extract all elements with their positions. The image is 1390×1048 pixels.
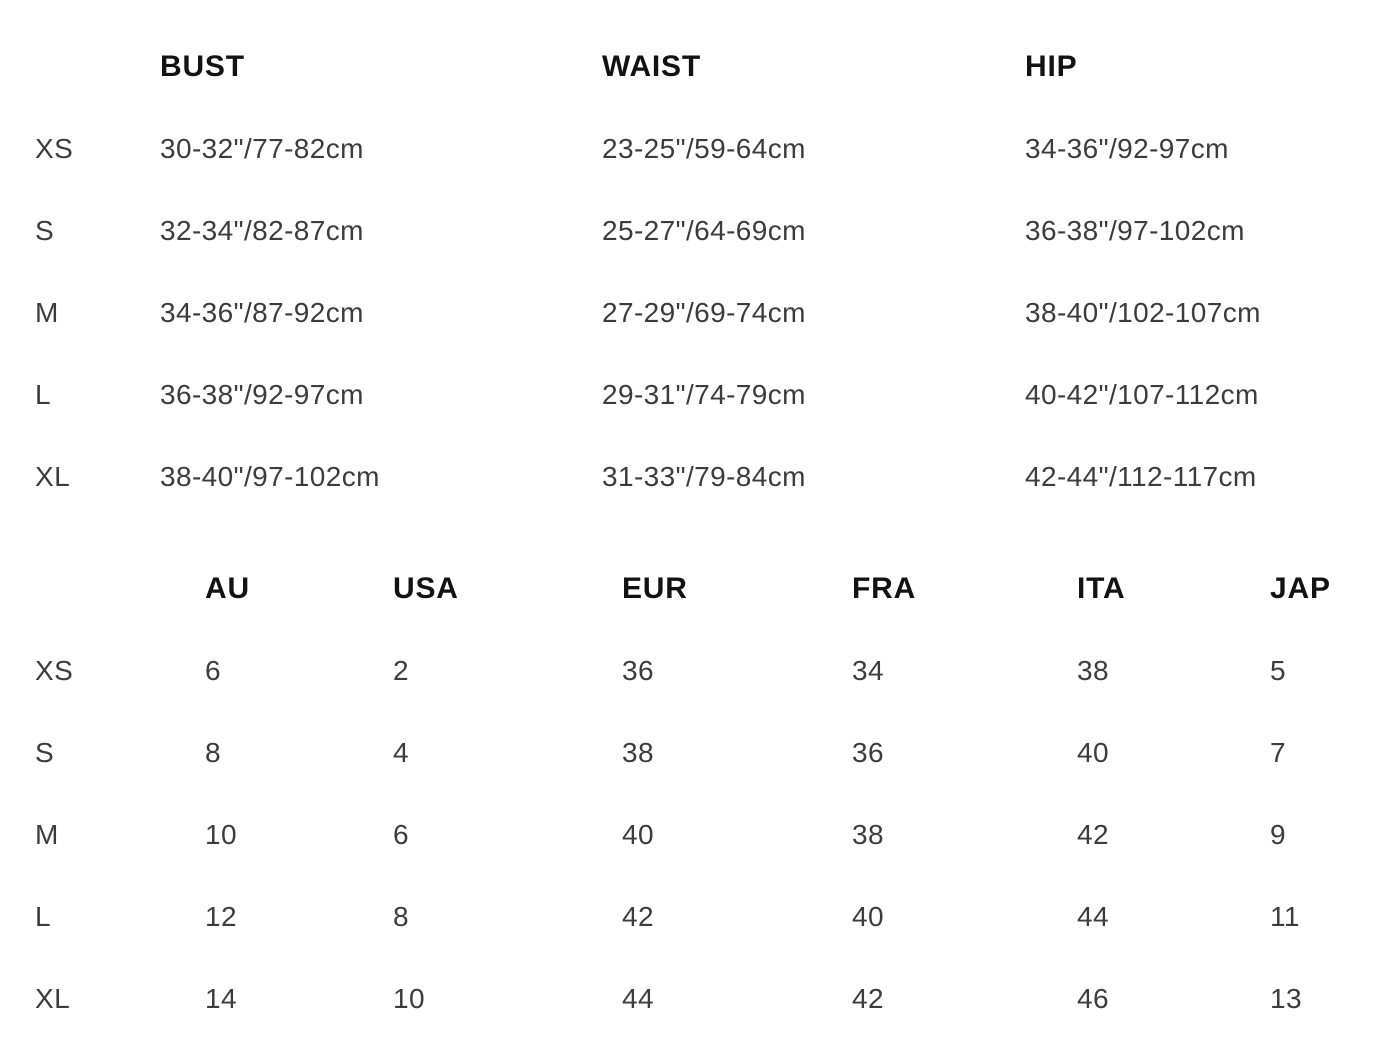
ita-value: 38 (1077, 655, 1109, 686)
measurement-header-row: BUST WAIST HIP (35, 26, 1390, 108)
hip-value: 42-44"/112-117cm (1025, 461, 1257, 492)
usa-value: 8 (393, 901, 409, 932)
size-label: L (35, 901, 51, 932)
table-row: M 10 6 40 38 42 9 (35, 794, 1390, 876)
fra-value: 38 (852, 819, 884, 850)
bust-column-header: BUST (160, 50, 245, 83)
au-value: 6 (205, 655, 221, 686)
au-value: 8 (205, 737, 221, 768)
hip-value: 38-40"/102-107cm (1025, 297, 1261, 328)
hip-value: 40-42"/107-112cm (1025, 379, 1259, 410)
table-row: S 32-34"/82-87cm 25-27"/64-69cm 36-38"/9… (35, 190, 1390, 272)
conversion-header-row: AU USA EUR FRA ITA JAP (35, 548, 1390, 630)
table-row: M 34-36"/87-92cm 27-29"/69-74cm 38-40"/1… (35, 272, 1390, 354)
jap-value: 13 (1270, 983, 1302, 1014)
table-row: XS 6 2 36 34 38 5 (35, 630, 1390, 712)
measurement-table: BUST WAIST HIP XS 30-32"/77-82cm 23-25"/… (35, 26, 1390, 518)
ita-value: 46 (1077, 983, 1109, 1014)
eur-value: 38 (622, 737, 654, 768)
eur-value: 42 (622, 901, 654, 932)
usa-value: 4 (393, 737, 409, 768)
size-label: XL (35, 983, 71, 1014)
size-conversion-table: AU USA EUR FRA ITA JAP XS 6 2 36 34 38 5… (35, 548, 1390, 1040)
size-label: M (35, 297, 59, 328)
hip-value: 34-36"/92-97cm (1025, 133, 1229, 164)
size-label: XL (35, 461, 71, 492)
table-row: L 36-38"/92-97cm 29-31"/74-79cm 40-42"/1… (35, 354, 1390, 436)
size-label: XS (35, 655, 74, 686)
fra-value: 36 (852, 737, 884, 768)
au-column-header: AU (205, 572, 250, 605)
table-row: XL 14 10 44 42 46 13 (35, 958, 1390, 1040)
jap-value: 7 (1270, 737, 1286, 768)
waist-value: 31-33"/79-84cm (602, 461, 806, 492)
jap-value: 11 (1270, 901, 1300, 932)
au-value: 10 (205, 819, 237, 850)
table-row: XS 30-32"/77-82cm 23-25"/59-64cm 34-36"/… (35, 108, 1390, 190)
waist-value: 29-31"/74-79cm (602, 379, 806, 410)
eur-value: 44 (622, 983, 654, 1014)
waist-value: 23-25"/59-64cm (602, 133, 806, 164)
ita-value: 42 (1077, 819, 1109, 850)
ita-column-header: ITA (1077, 572, 1126, 605)
eur-column-header: EUR (622, 572, 688, 605)
usa-column-header: USA (393, 572, 459, 605)
waist-value: 25-27"/64-69cm (602, 215, 806, 246)
usa-value: 2 (393, 655, 409, 686)
ita-value: 44 (1077, 901, 1109, 932)
au-value: 14 (205, 983, 237, 1014)
size-label: S (35, 215, 55, 246)
bust-value: 36-38"/92-97cm (160, 379, 364, 410)
size-label: L (35, 379, 51, 410)
jap-value: 9 (1270, 819, 1286, 850)
eur-value: 40 (622, 819, 654, 850)
fra-value: 40 (852, 901, 884, 932)
size-label: S (35, 737, 55, 768)
bust-value: 34-36"/87-92cm (160, 297, 364, 328)
ita-value: 40 (1077, 737, 1109, 768)
table-row: XL 38-40"/97-102cm 31-33"/79-84cm 42-44"… (35, 436, 1390, 518)
hip-value: 36-38"/97-102cm (1025, 215, 1245, 246)
eur-value: 36 (622, 655, 654, 686)
jap-column-header: JAP (1270, 572, 1331, 605)
fra-column-header: FRA (852, 572, 917, 605)
usa-value: 6 (393, 819, 409, 850)
bust-value: 32-34"/82-87cm (160, 215, 364, 246)
bust-value: 30-32"/77-82cm (160, 133, 364, 164)
size-column-header (35, 548, 205, 630)
size-label: M (35, 819, 59, 850)
au-value: 12 (205, 901, 237, 932)
waist-value: 27-29"/69-74cm (602, 297, 806, 328)
size-label: XS (35, 133, 74, 164)
fra-value: 34 (852, 655, 884, 686)
jap-value: 5 (1270, 655, 1286, 686)
table-row: S 8 4 38 36 40 7 (35, 712, 1390, 794)
hip-column-header: HIP (1025, 50, 1078, 83)
usa-value: 10 (393, 983, 425, 1014)
waist-column-header: WAIST (602, 50, 701, 83)
bust-value: 38-40"/97-102cm (160, 461, 380, 492)
size-column-header (35, 26, 160, 108)
fra-value: 42 (852, 983, 884, 1014)
table-row: L 12 8 42 40 44 11 (35, 876, 1390, 958)
